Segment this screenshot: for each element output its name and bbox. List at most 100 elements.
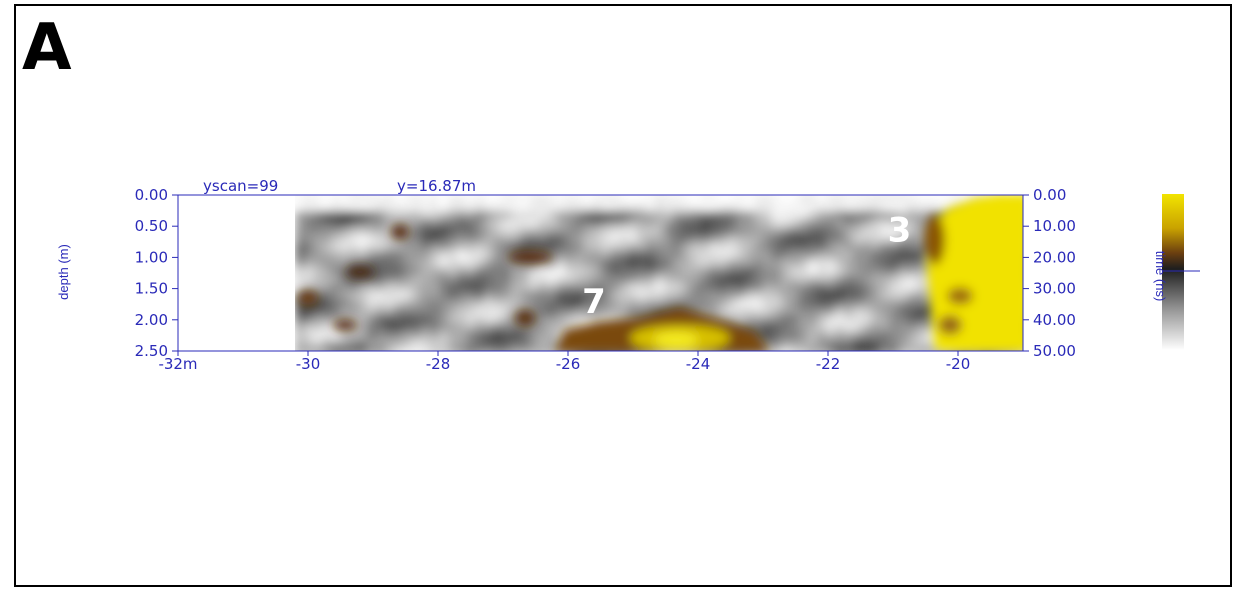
heat-cell — [394, 291, 404, 300]
heat-cell — [430, 339, 440, 348]
heat-cell — [394, 275, 404, 284]
heat-cell — [331, 339, 341, 348]
heat-cell — [340, 251, 350, 260]
heat-cell — [907, 275, 917, 284]
heat-cell — [610, 211, 620, 220]
heat-cell — [475, 227, 485, 236]
heat-cell — [700, 243, 710, 252]
heat-cell — [394, 203, 404, 212]
heat-cell — [853, 339, 863, 348]
heat-cell — [826, 275, 836, 284]
heat-cell — [520, 331, 530, 340]
heat-cell — [574, 235, 584, 244]
heat-cell — [484, 339, 494, 348]
x-tick-label: -20 — [946, 355, 971, 373]
x-tick-label: -30 — [296, 355, 321, 373]
heat-cell — [826, 299, 836, 308]
heat-cell — [376, 251, 386, 260]
heat-cell — [367, 299, 377, 308]
heat-cell — [592, 203, 602, 212]
heat-cell — [844, 283, 854, 292]
heat-cell — [619, 251, 629, 260]
heat-cell — [772, 243, 782, 252]
heat-cell — [655, 251, 665, 260]
heat-cell — [583, 211, 593, 220]
heat-cell — [322, 339, 332, 348]
heat-cell — [700, 235, 710, 244]
heat-cell — [835, 323, 845, 332]
heat-cell — [448, 203, 458, 212]
heat-cell — [520, 219, 530, 228]
heat-cell — [781, 211, 791, 220]
heat-cell — [367, 259, 377, 268]
heat-cell — [871, 275, 881, 284]
heat-cell — [592, 243, 602, 252]
heat-cell — [313, 251, 323, 260]
heat-cell — [484, 323, 494, 332]
heat-cell — [565, 307, 575, 316]
heat-cell — [673, 219, 683, 228]
heat-cell — [763, 299, 773, 308]
heat-cell — [412, 339, 422, 348]
heat-cell — [628, 299, 638, 308]
heat-cell — [421, 315, 431, 324]
heat-cell — [853, 299, 863, 308]
heat-cell — [646, 203, 656, 212]
heat-cell — [313, 339, 323, 348]
heat-cell — [403, 307, 413, 316]
heat-cell — [367, 211, 377, 220]
heat-cell — [493, 211, 503, 220]
heat-cell — [808, 259, 818, 268]
heat-cell — [916, 299, 926, 308]
heat-cell — [448, 243, 458, 252]
heat-cell — [331, 307, 341, 316]
heat-cell — [907, 315, 917, 324]
heat-cell — [448, 275, 458, 284]
heat-cell — [376, 243, 386, 252]
heat-cell — [790, 195, 800, 204]
heat-cell — [322, 267, 332, 276]
heat-cell — [556, 219, 566, 228]
heat-cell — [754, 251, 764, 260]
heat-cell — [844, 331, 854, 340]
heat-cell — [484, 275, 494, 284]
heat-cell — [655, 235, 665, 244]
heat-cell — [610, 307, 620, 316]
heat-cell — [412, 331, 422, 340]
heat-cell — [808, 331, 818, 340]
heat-cell — [340, 307, 350, 316]
heat-cell — [304, 315, 314, 324]
heat-cell — [898, 315, 908, 324]
heat-cell — [844, 339, 854, 348]
heat-cell — [430, 315, 440, 324]
heat-cell — [691, 195, 701, 204]
heat-cell — [754, 203, 764, 212]
heat-cell — [673, 283, 683, 292]
heat-cell — [655, 203, 665, 212]
heat-cell — [745, 251, 755, 260]
heat-cell — [304, 235, 314, 244]
heat-cell — [673, 203, 683, 212]
heat-cell — [826, 259, 836, 268]
heat-cell — [376, 235, 386, 244]
heat-cell — [799, 315, 809, 324]
heat-cell — [493, 219, 503, 228]
heat-cell — [439, 243, 449, 252]
heat-cell — [394, 195, 404, 204]
heat-cell — [349, 339, 359, 348]
heat-cell — [376, 323, 386, 332]
heat-cell — [763, 259, 773, 268]
heat-cell — [781, 259, 791, 268]
heat-cell — [781, 275, 791, 284]
heat-cell — [376, 283, 386, 292]
heat-cell — [574, 211, 584, 220]
heat-cell — [799, 251, 809, 260]
heat-cell — [322, 315, 332, 324]
heat-cell — [430, 195, 440, 204]
heat-cell — [358, 235, 368, 244]
heat-cell — [448, 291, 458, 300]
heat-cell — [817, 307, 827, 316]
heat-cell — [349, 291, 359, 300]
heat-cell — [376, 203, 386, 212]
heat-cell — [313, 331, 323, 340]
